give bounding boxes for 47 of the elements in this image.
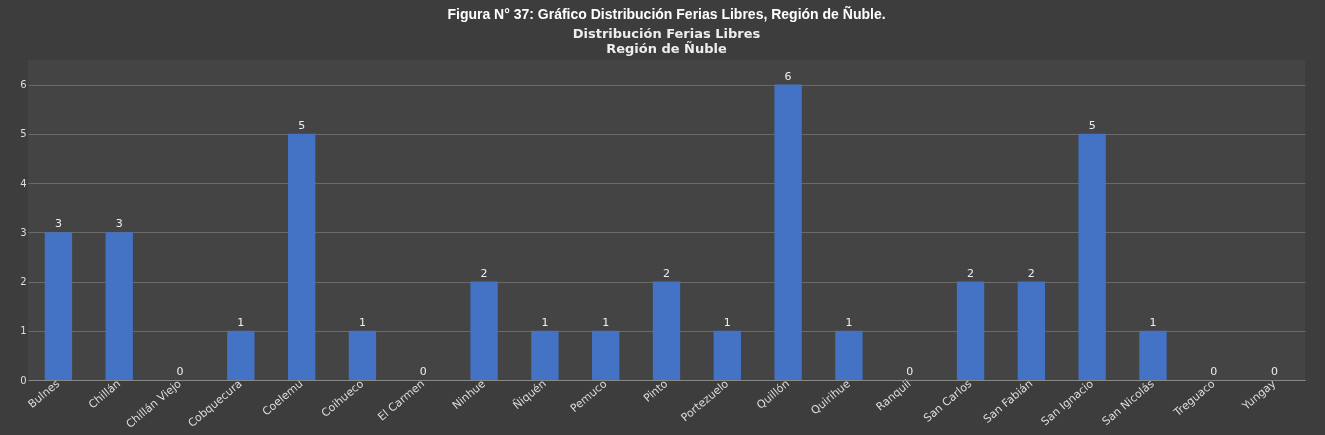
data-label: 0 xyxy=(1210,365,1218,378)
data-label: 2 xyxy=(480,266,488,280)
y-tick-label: 6 xyxy=(20,79,27,91)
data-label: 1 xyxy=(1149,315,1157,329)
chart-subtitle: Región de Ñuble xyxy=(606,41,728,56)
y-tick-label: 4 xyxy=(20,177,27,189)
y-tick-label: 2 xyxy=(20,276,27,288)
y-tick-label: 0 xyxy=(20,374,27,386)
data-label: 1 xyxy=(541,315,549,329)
data-label: 5 xyxy=(1088,118,1096,132)
bar xyxy=(1017,281,1046,380)
data-label: 0 xyxy=(906,365,914,378)
y-tick-label: 1 xyxy=(20,325,27,337)
data-label: 1 xyxy=(723,315,731,329)
bar xyxy=(348,330,377,380)
y-tick-label: 5 xyxy=(20,128,27,140)
data-label: 1 xyxy=(237,315,245,329)
data-label: 5 xyxy=(298,118,306,132)
data-label: 1 xyxy=(358,315,366,329)
bar xyxy=(1139,330,1167,380)
data-label: 2 xyxy=(967,266,975,280)
bar xyxy=(287,133,316,380)
bar xyxy=(531,330,559,380)
bar xyxy=(713,330,741,380)
data-label: 0 xyxy=(1271,365,1279,378)
bar xyxy=(774,84,802,380)
data-label: 3 xyxy=(115,217,123,231)
bar xyxy=(835,330,863,380)
bar xyxy=(956,281,985,380)
bar xyxy=(652,281,681,380)
data-label: 2 xyxy=(663,266,670,280)
bar xyxy=(592,330,620,380)
bar xyxy=(1078,133,1106,380)
y-tick-label: 3 xyxy=(20,226,27,238)
data-label: 1 xyxy=(845,315,853,329)
chart-title: Distribución Ferias Libres xyxy=(572,26,761,41)
data-label: 3 xyxy=(54,217,62,231)
bar xyxy=(44,232,73,380)
bar xyxy=(470,281,498,380)
text: Figura N° 37: Gráfico Distribución Ferias Libres, Región de Ñuble. xyxy=(447,5,886,22)
data-label: 0 xyxy=(176,365,184,378)
data-label: 6 xyxy=(784,69,792,83)
bar xyxy=(105,232,133,380)
data-label: 0 xyxy=(419,365,427,378)
data-label: 2 xyxy=(1027,266,1035,280)
bar xyxy=(227,330,255,380)
data-label: 1 xyxy=(602,315,610,329)
